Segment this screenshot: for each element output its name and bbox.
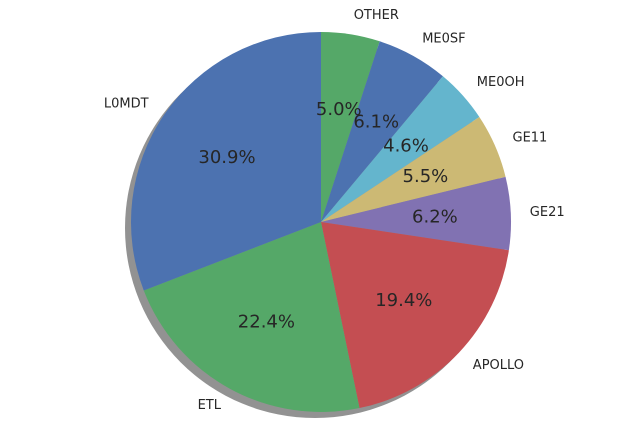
pie-slice-me0oh [321,76,480,222]
pie-slice-other [321,32,380,222]
pct-label-apollo: 19.4% [375,290,432,311]
pct-label-ge11: 5.5% [403,166,449,187]
pie-slices [130,31,511,413]
pie-slice-me0sf [321,41,443,222]
pie-slice-etl [143,222,360,413]
slice-label-ge21: GE21 [530,205,565,220]
pct-label-me0oh: 4.6% [383,136,429,157]
slice-label-apollo: APOLLO [473,358,524,373]
pct-label-etl: 22.4% [238,312,295,333]
slice-label-me0oh: ME0OH [477,75,525,90]
slice-label-me0sf: ME0SF [422,32,465,47]
pct-label-l0mdt: 30.9% [198,147,255,168]
slice-label-etl: ETL [198,398,222,413]
pie-labels: OTHER 5.0% ME0SF 6.1% ME0OH 4.6% GE11 5.5% GE21 6… [104,8,565,413]
slice-label-l0mdt: L0MDT [104,96,149,111]
pie-slice-ge21 [321,176,511,251]
pct-label-other: 5.0% [316,99,362,120]
pie-slice-apollo [321,222,509,409]
slice-label-ge11: GE11 [513,131,548,146]
pct-label-me0sf: 6.1% [353,112,399,133]
pct-label-ge21: 6.2% [412,206,458,227]
pie-slice-ge11 [321,117,506,222]
pie-slice-l0mdt [130,31,321,291]
slice-label-other: OTHER [354,8,399,23]
